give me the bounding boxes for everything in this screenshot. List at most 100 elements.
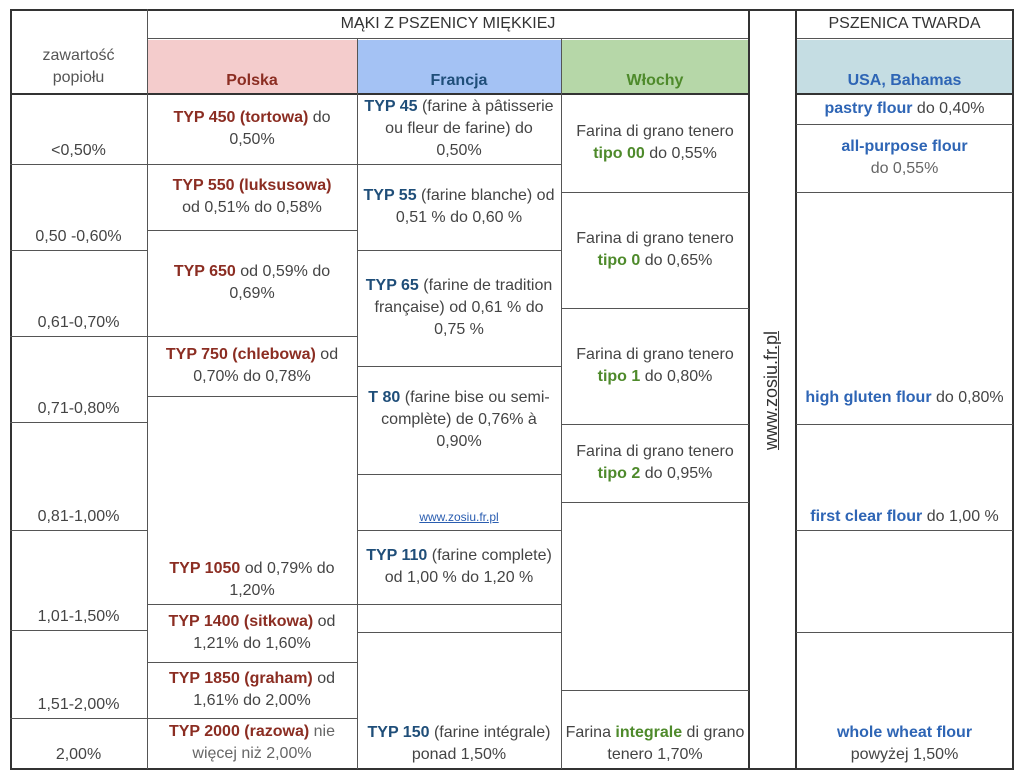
polska-type-name: TYP 2000 (razowa)	[168, 723, 310, 740]
title-soft-text: MĄKI Z PSZENICY MIĘKKIEJ	[340, 15, 556, 32]
ash-range-row: 0,71-0,80%	[10, 336, 147, 422]
francja-type-desc: (farine bise ou semi-complète) de 0,76% …	[381, 389, 550, 450]
usa-type-name: all-purpose flour	[841, 138, 968, 155]
wlochy-integrale: Farina integrale di grano tenero 1,70%	[561, 690, 749, 768]
ash-range-text: 1,51-2,00%	[37, 696, 120, 713]
col-header-wlochy-text: Włochy	[626, 72, 684, 89]
grid-line	[796, 632, 1013, 633]
site-vertical-label[interactable]: www.zosiu.fr.pl	[749, 10, 795, 770]
ash-header: zawartość popiołu	[10, 40, 147, 94]
ash-range-text: 1,01-1,50%	[37, 608, 120, 625]
grid-line	[357, 366, 561, 367]
col-header-usa-text: USA, Bahamas	[847, 72, 962, 89]
wlochy-pre: Farina	[565, 724, 616, 741]
polska-type-1050: TYP 1050 od 0,79% do 1,20%	[147, 396, 357, 604]
usa-pastry-flour: pastry flour do 0,40%	[796, 94, 1013, 124]
grid-line	[561, 502, 749, 503]
grid-line	[10, 164, 147, 165]
ash-range-text: <0,50%	[51, 142, 106, 159]
francja-type-desc: (farine blanche) od 0,51 % do 0,60 %	[395, 187, 555, 226]
polska-type-desc: do 0,50%	[229, 109, 331, 148]
grid-line	[357, 38, 358, 769]
wlochy-post: do 0,55%	[644, 145, 717, 162]
grid-line	[796, 424, 1013, 425]
grid-line	[147, 396, 357, 397]
grid-line	[561, 308, 749, 309]
grid-line	[10, 630, 147, 631]
ash-range-row: 0,50 -0,60%	[10, 164, 147, 250]
grid-line	[796, 192, 1013, 193]
polska-type-desc: od 1,61% do 2,00%	[193, 670, 335, 709]
grid-line	[795, 9, 797, 770]
usa-whole-wheat-flour: whole wheat flour powyżej 1,50%	[796, 632, 1013, 768]
wlochy-tipo-0: Farina di grano tenero tipo 0 do 0,65%	[561, 192, 749, 308]
polska-type-name: TYP 450 (tortowa)	[173, 109, 309, 126]
wlochy-type-name: tipo 2	[597, 465, 641, 482]
polska-type-desc: od 1,21% do 1,60%	[193, 613, 336, 652]
grid-line	[147, 38, 749, 39]
grid-line	[10, 93, 749, 95]
wlochy-tipo-00: Farina di grano tenero tipo 00 do 0,55%	[561, 94, 749, 192]
grid-line	[147, 336, 357, 337]
francja-type-45: TYP 45 (farine à pâtisserie ou fleur de …	[357, 94, 561, 164]
usa-type-desc: do 0,80%	[931, 389, 1004, 406]
grid-line	[147, 164, 357, 165]
ash-range-row: <0,50%	[10, 94, 147, 164]
ash-header-text: zawartość popiołu	[42, 47, 115, 86]
francja-type-name: TYP 55	[363, 187, 417, 204]
francja-type-name: TYP 150	[367, 724, 430, 741]
francja-type-desc: (farine de tradition française) od 0,61 …	[374, 277, 553, 338]
col-header-usa: USA, Bahamas	[796, 40, 1013, 94]
francja-type-name: TYP 45	[364, 98, 418, 115]
polska-type-desc: od 0,59% do 0,69%	[229, 263, 331, 302]
wlochy-pre: Farina di grano tenero	[576, 346, 734, 363]
usa-type-desc: do 0,55%	[870, 160, 939, 177]
usa-high-gluten-flour: high gluten flour do 0,80%	[796, 192, 1013, 424]
wlochy-pre: Farina di grano tenero	[576, 230, 734, 247]
grid-line	[147, 604, 357, 605]
francja-type-150: TYP 150 (farine intégrale) ponad 1,50%	[357, 632, 561, 768]
francja-site-link[interactable]: www.zosiu.fr.pl	[357, 474, 561, 530]
francja-type-name: TYP 110	[366, 547, 428, 564]
site-vertical-text[interactable]: www.zosiu.fr.pl	[761, 330, 782, 450]
wlochy-post: do 0,80%	[640, 368, 713, 385]
grid-line	[796, 38, 1013, 39]
francja-type-desc: (farine complete) od 1,00 % do 1,20 %	[384, 547, 552, 586]
grid-line	[796, 530, 1013, 531]
col-header-polska: Polska	[147, 40, 357, 94]
grid-line	[357, 530, 561, 531]
wlochy-pre: Farina di grano tenero	[576, 123, 734, 140]
francja-type-55: TYP 55 (farine blanche) od 0,51 % do 0,6…	[357, 164, 561, 250]
col-header-francja-text: Francja	[430, 72, 488, 89]
wlochy-post: do 0,65%	[640, 252, 713, 269]
ash-range-row: 1,01-1,50%	[10, 530, 147, 630]
grid-line	[147, 718, 357, 719]
wlochy-tipo-1: Farina di grano tenero tipo 1 do 0,80%	[561, 308, 749, 424]
ash-range-text: 2,00%	[55, 746, 102, 763]
francja-type-desc: (farine à pâtisserie ou fleur de farine)…	[385, 98, 554, 159]
polska-type-name: TYP 650	[173, 263, 236, 280]
usa-first-clear-flour: first clear flour do 1,00 %	[796, 424, 1013, 530]
polska-type-650: TYP 650 od 0,59% do 0,69%	[147, 230, 357, 336]
wlochy-post: di grano tenero 1,70%	[607, 724, 745, 763]
polska-type-550: TYP 550 (luksusowa) od 0,51% do 0,58%	[147, 164, 357, 230]
grid-line	[357, 474, 561, 475]
title-soft-wheat: MĄKI Z PSZENICY MIĘKKIEJ	[147, 10, 749, 38]
grid-line	[10, 336, 147, 337]
grid-line	[748, 9, 750, 770]
grid-line	[796, 93, 1013, 95]
grid-line	[147, 9, 148, 769]
polska-type-desc: od 0,51% do 0,58%	[182, 199, 322, 216]
col-header-polska-text: Polska	[226, 72, 278, 89]
site-link[interactable]: www.zosiu.fr.pl	[419, 510, 499, 524]
grid-line	[357, 164, 561, 165]
polska-type-name: TYP 1850 (graham)	[168, 670, 313, 687]
grid-line	[10, 530, 147, 531]
wlochy-type-name: tipo 0	[597, 252, 641, 269]
polska-type-desc: od 0,79% do 1,20%	[229, 560, 335, 599]
col-header-francja: Francja	[357, 40, 561, 94]
usa-type-desc: do 0,40%	[912, 100, 985, 117]
ash-range-row: 0,81-1,00%	[10, 422, 147, 530]
polska-type-name: TYP 1050	[169, 560, 241, 577]
